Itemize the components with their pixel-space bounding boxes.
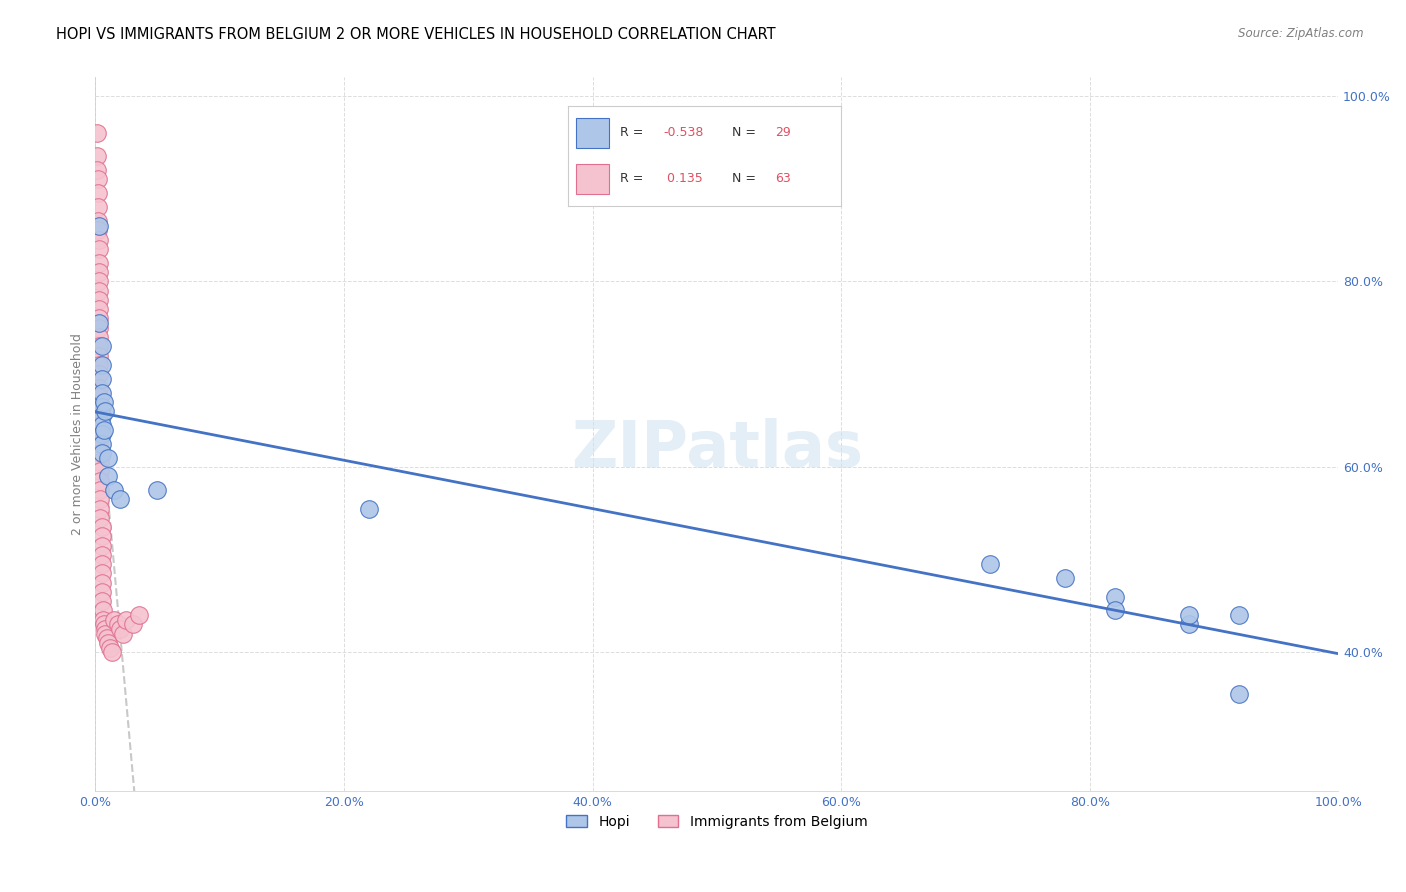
Point	[103, 483, 125, 497]
Point	[1104, 603, 1126, 617]
Point	[87, 256, 110, 270]
Point	[90, 575, 112, 590]
Point	[93, 617, 115, 632]
Point	[90, 372, 112, 386]
Point	[90, 539, 112, 553]
Point	[90, 548, 112, 562]
Point	[89, 510, 111, 524]
Point	[1227, 687, 1250, 701]
Point	[91, 613, 114, 627]
Point	[108, 492, 131, 507]
Point	[90, 427, 112, 442]
Point	[97, 636, 120, 650]
Point	[87, 409, 110, 423]
Point	[87, 390, 110, 404]
Text: Source: ZipAtlas.com: Source: ZipAtlas.com	[1239, 27, 1364, 40]
Point	[86, 126, 108, 140]
Point	[1227, 608, 1250, 623]
Point	[128, 608, 150, 623]
Point	[97, 469, 120, 483]
Point	[90, 529, 112, 543]
Point	[90, 358, 112, 372]
Point	[979, 557, 1001, 571]
Point	[87, 358, 110, 372]
Point	[94, 626, 117, 640]
Point	[89, 465, 111, 479]
Point	[1053, 571, 1076, 585]
Point	[89, 455, 111, 469]
Point	[89, 483, 111, 497]
Point	[87, 418, 110, 433]
Point	[87, 339, 110, 353]
Point	[86, 163, 108, 178]
Point	[86, 149, 108, 163]
Point	[89, 446, 111, 460]
Point	[98, 640, 121, 655]
Point	[87, 214, 110, 228]
Point	[121, 617, 143, 632]
Point	[87, 302, 110, 317]
Point	[146, 483, 169, 497]
Point	[90, 400, 112, 414]
Point	[90, 436, 112, 450]
Point	[91, 603, 114, 617]
Y-axis label: 2 or more Vehicles in Household: 2 or more Vehicles in Household	[72, 334, 84, 535]
Point	[111, 626, 134, 640]
Text: ZIPatlas: ZIPatlas	[571, 417, 863, 480]
Point	[89, 501, 111, 516]
Point	[108, 622, 131, 636]
Point	[90, 557, 112, 571]
Point	[103, 613, 125, 627]
Point	[87, 242, 110, 256]
Point	[115, 613, 138, 627]
Point	[94, 404, 117, 418]
Point	[93, 395, 115, 409]
Point	[90, 385, 112, 400]
Point	[87, 274, 110, 288]
Point	[87, 400, 110, 414]
Point	[87, 427, 110, 442]
Point	[87, 233, 110, 247]
Point	[87, 330, 110, 344]
Point	[1104, 590, 1126, 604]
Point	[87, 219, 110, 233]
Point	[87, 186, 110, 201]
Point	[87, 223, 110, 237]
Point	[357, 501, 380, 516]
Point	[90, 409, 112, 423]
Point	[90, 585, 112, 599]
Point	[93, 423, 115, 437]
Point	[90, 566, 112, 581]
Point	[90, 446, 112, 460]
Point	[87, 200, 110, 214]
Text: HOPI VS IMMIGRANTS FROM BELGIUM 2 OR MORE VEHICLES IN HOUSEHOLD CORRELATION CHAR: HOPI VS IMMIGRANTS FROM BELGIUM 2 OR MOR…	[56, 27, 776, 42]
Point	[100, 645, 122, 659]
Point	[94, 622, 117, 636]
Point	[87, 367, 110, 381]
Point	[107, 617, 129, 632]
Point	[90, 418, 112, 433]
Point	[87, 172, 110, 186]
Point	[1178, 617, 1201, 632]
Point	[87, 436, 110, 450]
Point	[87, 284, 110, 298]
Legend: Hopi, Immigrants from Belgium: Hopi, Immigrants from Belgium	[561, 809, 873, 834]
Point	[89, 474, 111, 488]
Point	[87, 311, 110, 326]
Point	[87, 381, 110, 395]
Point	[90, 594, 112, 608]
Point	[87, 320, 110, 334]
Point	[87, 316, 110, 330]
Point	[89, 492, 111, 507]
Point	[87, 349, 110, 363]
Point	[96, 632, 118, 646]
Point	[90, 339, 112, 353]
Point	[90, 520, 112, 534]
Point	[87, 265, 110, 279]
Point	[1178, 608, 1201, 623]
Point	[97, 450, 120, 465]
Point	[87, 293, 110, 307]
